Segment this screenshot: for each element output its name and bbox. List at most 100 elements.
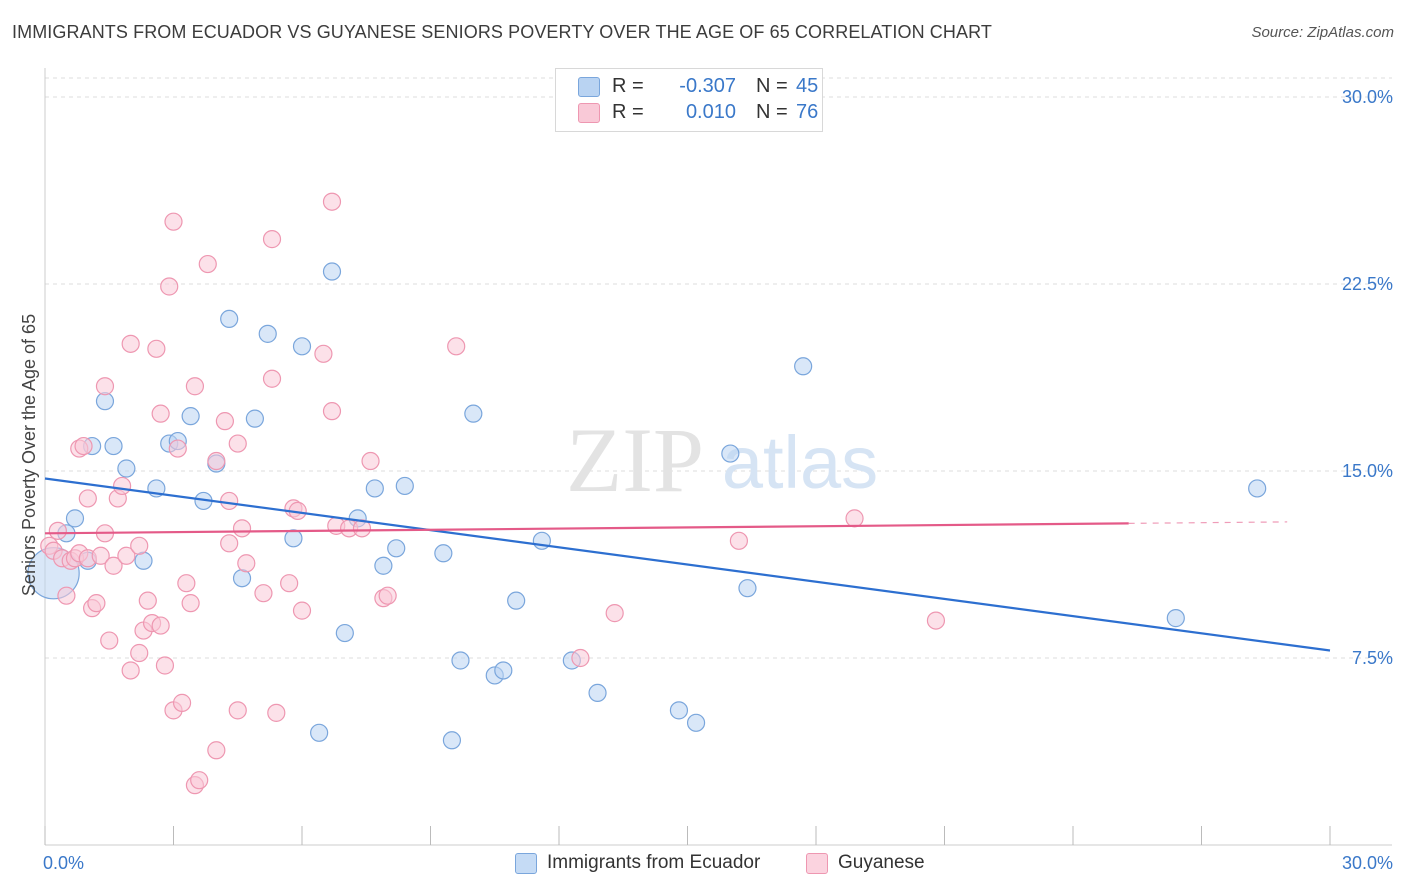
- ecuador-point: [434, 544, 453, 563]
- guyanese-trend-line: [44, 522, 1129, 535]
- guyanese-point: [91, 546, 110, 565]
- guyanese-point: [190, 771, 209, 790]
- guyanese-point: [78, 489, 97, 508]
- ecuador-point: [494, 661, 513, 680]
- ecuador-point: [395, 476, 414, 496]
- guyanese-point: [100, 631, 119, 650]
- guyanese-point: [160, 277, 179, 296]
- guyanese-point: [181, 594, 200, 613]
- legend-n-value: 45: [796, 75, 819, 97]
- guyanese-point: [292, 601, 312, 620]
- guyanese-point: [220, 534, 239, 553]
- axes: [44, 68, 1392, 846]
- ecuador-point: [134, 551, 153, 570]
- guyanese-point: [447, 337, 466, 356]
- ecuador-point: [104, 436, 123, 456]
- trend-lines: [44, 477, 1331, 652]
- legend-r-label: R =: [612, 75, 644, 97]
- guyanese-point: [130, 536, 149, 555]
- guyanese-point: [215, 412, 234, 431]
- ecuador-point: [220, 309, 239, 329]
- ecuador-point: [507, 591, 526, 610]
- ecuador-point: [374, 556, 393, 575]
- ecuador-point: [65, 509, 85, 528]
- guyanese-point: [228, 701, 247, 720]
- legend-swatch-ecuador: [578, 77, 600, 97]
- guyanese-point: [177, 574, 196, 593]
- guyanese-point: [220, 491, 239, 511]
- y-tick-label: 7.5%: [1352, 648, 1393, 668]
- ecuador-point: [442, 731, 462, 750]
- y-axis-label: Seniors Poverty Over the Age of 65: [19, 314, 39, 596]
- guyanese-point: [314, 344, 333, 363]
- chart-title: IMMIGRANTS FROM ECUADOR VS GUYANESE SENI…: [12, 22, 992, 42]
- ecuador-point: [1248, 479, 1267, 498]
- guyanese-point: [87, 594, 106, 613]
- guyanese-point: [254, 584, 273, 603]
- ecuador-point: [335, 623, 354, 643]
- legend-n-label: N =: [756, 101, 788, 123]
- guyanese-point: [57, 586, 76, 605]
- ecuador-point: [794, 357, 813, 376]
- guyanese-point: [104, 556, 123, 575]
- ecuador-point: [588, 683, 607, 703]
- guyanese-point: [168, 439, 187, 458]
- ecuador-point: [451, 651, 470, 670]
- guyanese-point: [237, 554, 256, 573]
- bottom-legend-swatch-guyanese: [806, 853, 828, 874]
- guyanese-point: [207, 451, 226, 471]
- ecuador-point: [284, 529, 303, 548]
- legend-r-value: 0.010: [685, 101, 736, 123]
- guyanese-point: [322, 402, 342, 421]
- guyanese-point: [185, 377, 205, 396]
- ecuador-point: [387, 539, 406, 558]
- guyanese-point: [74, 436, 93, 456]
- ecuador-point: [464, 404, 483, 423]
- guyanese-point: [228, 434, 247, 453]
- y-tick-label: 22.5%: [1342, 274, 1393, 294]
- guyanese-point: [361, 451, 380, 471]
- guyanese-point: [117, 546, 136, 565]
- ecuador-point: [232, 569, 252, 588]
- guyanese-point: [138, 591, 157, 610]
- x-tick-label-max: 30.0%: [1342, 853, 1393, 873]
- ecuador-point: [258, 324, 277, 343]
- guyanese-point: [155, 656, 175, 675]
- guyanese-point: [232, 519, 252, 538]
- guyanese-point: [207, 741, 226, 760]
- y-tick-label: 30.0%: [1342, 87, 1393, 107]
- ecuador-point: [181, 407, 200, 426]
- y-tick-label: 15.0%: [1342, 461, 1393, 481]
- guyanese-point: [151, 404, 170, 423]
- guyanese-point: [147, 339, 166, 358]
- correlation-legend: R = -0.307 N = 45 R = 0.010 N = 76: [555, 68, 823, 132]
- guyanese-point: [845, 509, 864, 528]
- bottom-legend-swatch-ecuador: [515, 853, 537, 874]
- ecuador-point: [721, 444, 740, 463]
- guyanese-point: [95, 377, 115, 396]
- guyanese-point: [378, 586, 397, 605]
- guyanese-point: [280, 574, 299, 593]
- guyanese-point: [164, 212, 183, 231]
- ecuador-point: [310, 723, 329, 742]
- legend-n-label: N =: [756, 75, 788, 97]
- guyanese-point: [130, 643, 149, 663]
- ecuador-point: [669, 701, 689, 720]
- tick-labels: 7.5% 15.0% 22.5% 30.0% 0.0% 30.0%: [43, 87, 1393, 873]
- guyanese-point: [571, 648, 590, 668]
- guyanese-point: [729, 531, 749, 550]
- ecuador-point: [245, 409, 264, 428]
- guyanese-point: [267, 703, 286, 722]
- legend-n-value: 76: [796, 101, 819, 123]
- source-label: Source: ZipAtlas.com: [1251, 24, 1394, 41]
- ecuador-point: [117, 459, 136, 478]
- ecuador-point: [365, 479, 384, 498]
- watermark-zip: ZIP: [566, 409, 704, 511]
- guyanese-point: [605, 604, 624, 623]
- ecuador-point: [292, 337, 312, 356]
- ecuador-point: [686, 713, 706, 732]
- ecuador-point: [322, 262, 342, 281]
- guyanese-point: [48, 521, 67, 540]
- ecuador-trend-line: [44, 477, 1331, 652]
